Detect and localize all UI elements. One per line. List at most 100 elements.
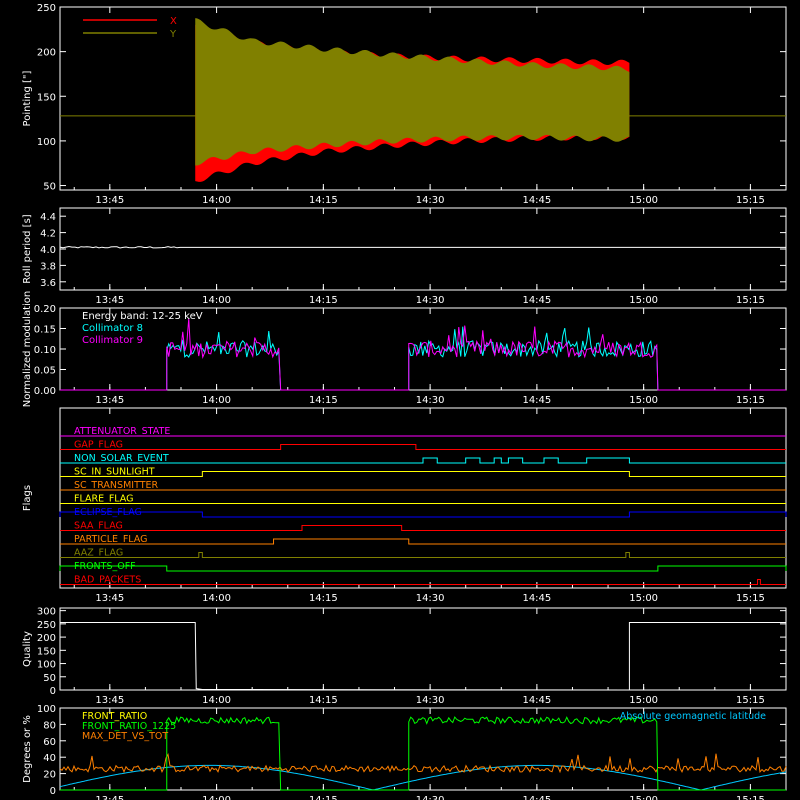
plot-frame (59, 6, 787, 191)
x-tick-label: 14:45 (522, 195, 551, 206)
modulation-collimator-8 (60, 326, 786, 391)
flag-label: ATTENUATOR_STATE (74, 426, 170, 437)
x-tick-label: 13:45 (95, 295, 124, 306)
x-tick-label: 15:00 (629, 195, 658, 206)
y-tick-label: 4.0 (40, 245, 56, 256)
legend-label: Collimator 9 (82, 335, 143, 346)
flag-label: SC_TRANSMITTER (74, 480, 159, 491)
flag-label: BAD_PACKETS (74, 575, 141, 586)
x-tick-label: 15:15 (736, 795, 765, 800)
x-tick-label: 14:45 (522, 593, 551, 604)
y-tick-label: 3.8 (40, 261, 56, 272)
front-ratio-1225-line (60, 716, 786, 791)
x-tick-label: 14:00 (202, 395, 231, 406)
legend-label: FRONT_RATIO (82, 711, 147, 722)
y-tick-label: 4.4 (40, 212, 56, 223)
y-tick-label: 0.20 (34, 304, 56, 315)
x-tick-label: 13:45 (95, 795, 124, 800)
x-tick-label: 14:30 (416, 593, 445, 604)
y-axis-label: Pointing ["] (22, 70, 33, 126)
x-tick-label: 14:15 (309, 593, 338, 604)
flag-label: ECLIPSE_FLAG (74, 507, 142, 518)
flag-label: PARTICLE_FLAG (74, 534, 147, 545)
y-tick-label: 200 (37, 48, 56, 59)
x-tick-label: 14:00 (202, 195, 231, 206)
max-det-vs-tot-line (59, 753, 787, 774)
x-tick-label: 14:00 (202, 795, 231, 800)
y-tick-label: 150 (37, 92, 56, 103)
geomagnetic-latitude-line (59, 764, 787, 791)
flag-label: SAA_FLAG (74, 521, 123, 532)
y-tick-label: 50 (43, 182, 56, 193)
roll-period-line (59, 245, 786, 249)
flag-line-sc_in_sunlight (60, 471, 786, 477)
x-tick-label: 14:45 (522, 695, 551, 706)
x-tick-label: 15:00 (629, 795, 658, 800)
legend-label: Y (169, 29, 177, 40)
x-tick-label: 14:00 (202, 695, 231, 706)
y-tick-label: 250 (37, 620, 56, 631)
x-tick-label: 14:45 (522, 795, 551, 800)
plot-frame (59, 407, 787, 589)
x-tick-label: 14:30 (416, 295, 445, 306)
flag-label: FLARE_FLAG (74, 494, 134, 505)
y-tick-label: 0.05 (34, 366, 56, 377)
panel-2: 13:45 14:00 14:15 14:30 14:45 15:00 15:15 3.6 3.… (22, 207, 787, 306)
y-tick-label: 0 (50, 786, 56, 797)
y-tick-label: 150 (37, 646, 56, 657)
legend-label: MAX_DET_VS_TOT (82, 731, 168, 742)
flag-line-eclipse_flag (59, 511, 787, 518)
y-tick-label: 200 (37, 633, 56, 644)
y-tick-label: 20 (43, 770, 56, 781)
y-axis-label: Flags (22, 485, 33, 511)
plot-frame (59, 607, 787, 691)
flag-line-fronts_off (59, 565, 787, 572)
y-axis-label: Quality (22, 631, 33, 667)
panel-4: 13:45 14:00 14:15 14:30 14:45 15:00 15:15 Flags… (22, 407, 787, 604)
y-tick-label: 0.15 (34, 325, 56, 336)
quality-line (60, 622, 786, 691)
x-tick-label: 15:15 (736, 395, 765, 406)
y-axis-label: Roll period [s] (22, 214, 33, 283)
flag-line-saa_flag (60, 525, 786, 531)
legend-label: X (170, 16, 177, 27)
x-tick-label: 13:45 (95, 695, 124, 706)
y-tick-label: 3.6 (40, 278, 56, 289)
flag-line-gap_flag (60, 444, 786, 450)
x-tick-label: 15:00 (629, 295, 658, 306)
y-tick-label: 250 (37, 3, 56, 14)
y-tick-label: 100 (37, 704, 56, 715)
x-tick-label: 14:30 (416, 195, 445, 206)
panel-1: 13:45 14:00 14:15 14:30 14:45 15:00 15:15 50 100… (22, 3, 787, 206)
y-tick-label: 80 (43, 720, 56, 731)
y-tick-label: 0.10 (34, 345, 56, 356)
legend-label: FRONT_RATIO_1225 (82, 721, 176, 732)
y-tick-label: 0 (50, 686, 56, 697)
x-tick-label: 14:15 (309, 395, 338, 406)
plot-frame (59, 207, 787, 291)
x-tick-label: 15:15 (736, 695, 765, 706)
x-tick-label: 14:15 (309, 795, 338, 800)
x-tick-label: 14:45 (522, 295, 551, 306)
x-tick-label: 13:45 (95, 395, 124, 406)
y-axis-label: Normalized modulation (22, 291, 33, 408)
x-tick-label: 14:15 (309, 695, 338, 706)
flag-line-aaz_flag (60, 552, 786, 558)
y-tick-label: 50 (43, 673, 56, 684)
y-tick-label: 40 (43, 753, 56, 764)
series-y-band (195, 18, 630, 166)
x-tick-label: 14:00 (202, 295, 231, 306)
flag-label: FRONTS_OFF (74, 561, 136, 572)
flag-label: NON_SOLAR_EVENT (74, 453, 169, 464)
x-tick-label: 14:15 (309, 295, 338, 306)
x-tick-label: 14:00 (202, 593, 231, 604)
x-tick-label: 14:30 (416, 795, 445, 800)
y-axis-label: Degrees or % (22, 715, 33, 783)
x-tick-label: 14:30 (416, 395, 445, 406)
y-tick-label: 100 (37, 137, 56, 148)
x-tick-label: 15:15 (736, 295, 765, 306)
x-tick-label: 14:45 (522, 395, 551, 406)
x-tick-label: 13:45 (95, 195, 124, 206)
x-tick-label: 15:00 (629, 395, 658, 406)
